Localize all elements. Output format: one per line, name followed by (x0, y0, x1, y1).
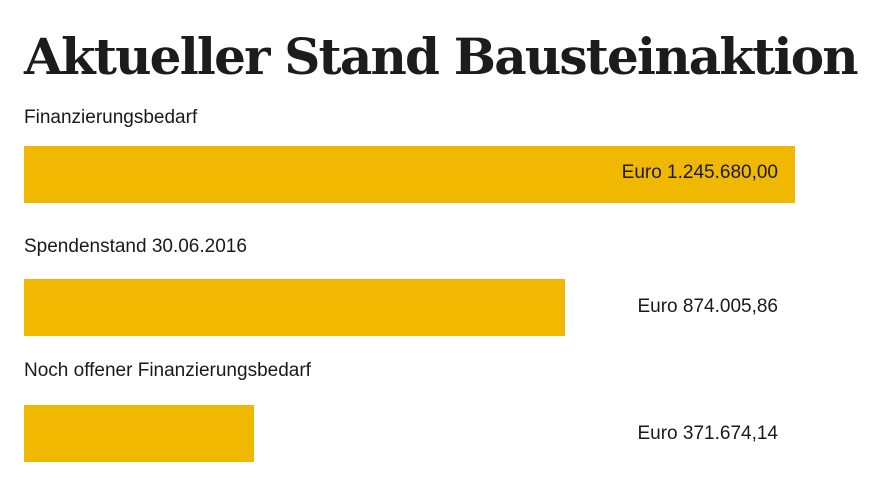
value-label-offener-bedarf: Euro 371.674,14 (637, 423, 778, 444)
row-label-spendenstand: Spendenstand 30.06.2016 (24, 236, 247, 257)
value-label-spendenstand: Euro 874.005,86 (637, 296, 778, 317)
bar-spendenstand (24, 279, 565, 336)
bar-finanzierungsbedarf (24, 146, 795, 203)
row-label-finanzierungsbedarf: Finanzierungsbedarf (24, 107, 198, 128)
value-label-finanzierungsbedarf: Euro 1.245.680,00 (621, 162, 778, 183)
chart-title: Aktueller Stand Bausteinaktion (24, 27, 859, 86)
row-label-offener-bedarf: Noch offener Finanzierungsbedarf (24, 360, 311, 381)
bar-offener-bedarf (24, 405, 254, 462)
